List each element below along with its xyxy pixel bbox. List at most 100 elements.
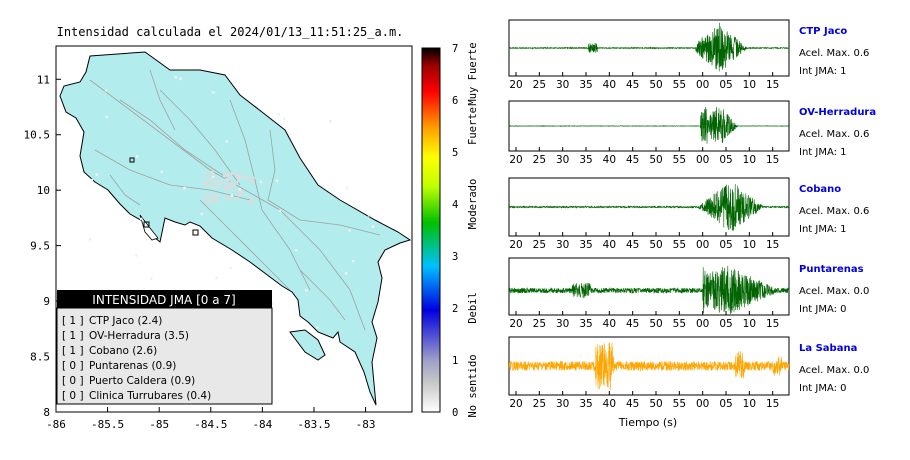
legend-header: INTENSIDAD JMA [0 a 7] [92, 293, 235, 307]
colorbar-level-label: Moderado [467, 179, 479, 230]
waveform-trace [508, 22, 790, 72]
time-tick-label: 10 [743, 79, 756, 91]
town-dot [229, 266, 232, 270]
colorbar-tick-label: 6 [452, 95, 458, 107]
legend-jma: [ 0 ] [62, 375, 84, 387]
lon-tick-label: -85 [149, 418, 169, 431]
time-tick-label: 50 [649, 239, 662, 251]
town-dot [90, 178, 94, 182]
lat-tick-label: 8 [43, 406, 50, 419]
town-dot [367, 214, 371, 217]
time-tick-label: 05 [719, 398, 732, 410]
time-tick-label: 25 [533, 239, 546, 251]
time-tick-label: 45 [626, 398, 639, 410]
time-tick-label: 10 [743, 398, 756, 410]
station-name: OV-Herradura [799, 107, 876, 118]
town-dot [213, 195, 217, 199]
town-dot [224, 185, 228, 189]
legend-station: OV-Herradura (3.5) [89, 330, 189, 342]
time-tick-label: 15 [766, 154, 779, 166]
town-dot [227, 187, 231, 191]
town-dot [210, 200, 214, 204]
town-dot [227, 172, 231, 176]
time-tick-label: 25 [533, 154, 546, 166]
town-dot [329, 119, 332, 123]
town-dot [351, 259, 355, 263]
land-costa-rica [59, 51, 412, 406]
time-tick-label: 00 [696, 239, 709, 251]
lon-tick-label: -83.5 [297, 418, 330, 431]
station-marker [143, 221, 150, 228]
town-dot [179, 77, 182, 81]
legend-jma: [ 1 ] [62, 345, 84, 357]
town-dot [230, 171, 234, 175]
town-dot [212, 91, 215, 94]
time-tick-label: 30 [556, 79, 569, 91]
town-dot [222, 174, 226, 178]
time-tick-label: 40 [603, 398, 616, 410]
town-dot [203, 175, 207, 179]
time-tick-label: 30 [556, 318, 569, 330]
time-tick-label: 35 [579, 318, 592, 330]
town-dot [160, 170, 163, 174]
town-dot [135, 254, 138, 257]
time-tick-label: 05 [719, 239, 732, 251]
town-dot [238, 191, 242, 195]
town-dot [251, 176, 255, 180]
waveform-panel: 20 25 30 35 40 45 50 55 00 05 10 15 La Sabana Acel. M… [508, 336, 869, 410]
waveform-panel: 20 25 30 35 40 45 50 55 00 05 10 15 Cobano Acel. Max.… [508, 177, 869, 251]
station-jma: Int JMA: 1 [799, 66, 847, 77]
town-dot [250, 200, 254, 204]
waveform-panel: 20 25 30 35 40 45 50 55 00 05 10 15 OV-Herradura Acel… [508, 100, 876, 166]
town-dot [305, 289, 308, 292]
town-dot [251, 180, 255, 184]
map-title: Intensidad calculada el 2024/01/13_11:51… [57, 25, 404, 39]
waveform-panel: 20 25 30 35 40 45 50 55 00 05 10 15 CTP Jaco Acel. Ma… [508, 19, 869, 91]
colorbar-tick-label: 0 [452, 407, 458, 419]
town-dot [248, 178, 252, 182]
town-dot [232, 185, 236, 189]
town-dot [225, 173, 229, 177]
colorbar-tick-label: 1 [452, 355, 458, 367]
time-tick-label: 50 [649, 398, 662, 410]
town-dot [344, 272, 348, 275]
town-dot [215, 276, 218, 280]
town-dot [240, 190, 244, 194]
station-jma: Int JMA: 1 [799, 147, 847, 158]
colorbar: 0 1 2 3 4 5 6 7 No sentido Debil Moderado Fuerte Mu… [421, 42, 479, 419]
station-accel: Acel. Max. 0.0 [799, 286, 869, 297]
station-accel: Acel. Max. 0.6 [799, 48, 869, 59]
town-dot [202, 193, 206, 197]
time-tick-label: 50 [649, 79, 662, 91]
time-tick-label: 40 [603, 79, 616, 91]
town-dot [236, 197, 240, 201]
town-dot [95, 173, 99, 176]
colorbar-scale [421, 47, 441, 413]
time-tick-label: 10 [743, 239, 756, 251]
time-tick-label: 30 [556, 398, 569, 410]
lat-tick-label: 9 [43, 295, 50, 308]
time-tick-label: 00 [696, 318, 709, 330]
time-axis-label: Tiempo (s) [618, 416, 677, 429]
lon-tick-label: -83 [356, 418, 376, 431]
lat-tick-label: 8.5 [30, 351, 50, 364]
lon-tick-label: -85.5 [91, 418, 124, 431]
time-tick-label: 20 [509, 239, 522, 251]
time-tick-label: 55 [673, 154, 686, 166]
town-dot [236, 179, 240, 183]
waveform-trace [508, 342, 790, 390]
colorbar-level-label: Debil [467, 292, 479, 324]
intensity-legend: INTENSIDAD JMA [0 a 7] [ 1 ] CTP Jaco (2.… [56, 290, 273, 405]
station-jma: Int JMA: 0 [799, 304, 847, 315]
legend-jma: [ 1 ] [62, 330, 84, 342]
time-tick-label: 20 [509, 398, 522, 410]
time-tick-label: 45 [626, 79, 639, 91]
time-tick-label: 35 [579, 154, 592, 166]
town-dot [218, 181, 222, 185]
town-dot [371, 225, 375, 228]
time-tick-label: 00 [696, 79, 709, 91]
town-dot [348, 229, 351, 232]
town-dot [206, 200, 210, 204]
time-tick-label: 55 [673, 318, 686, 330]
town-dot [316, 326, 319, 329]
